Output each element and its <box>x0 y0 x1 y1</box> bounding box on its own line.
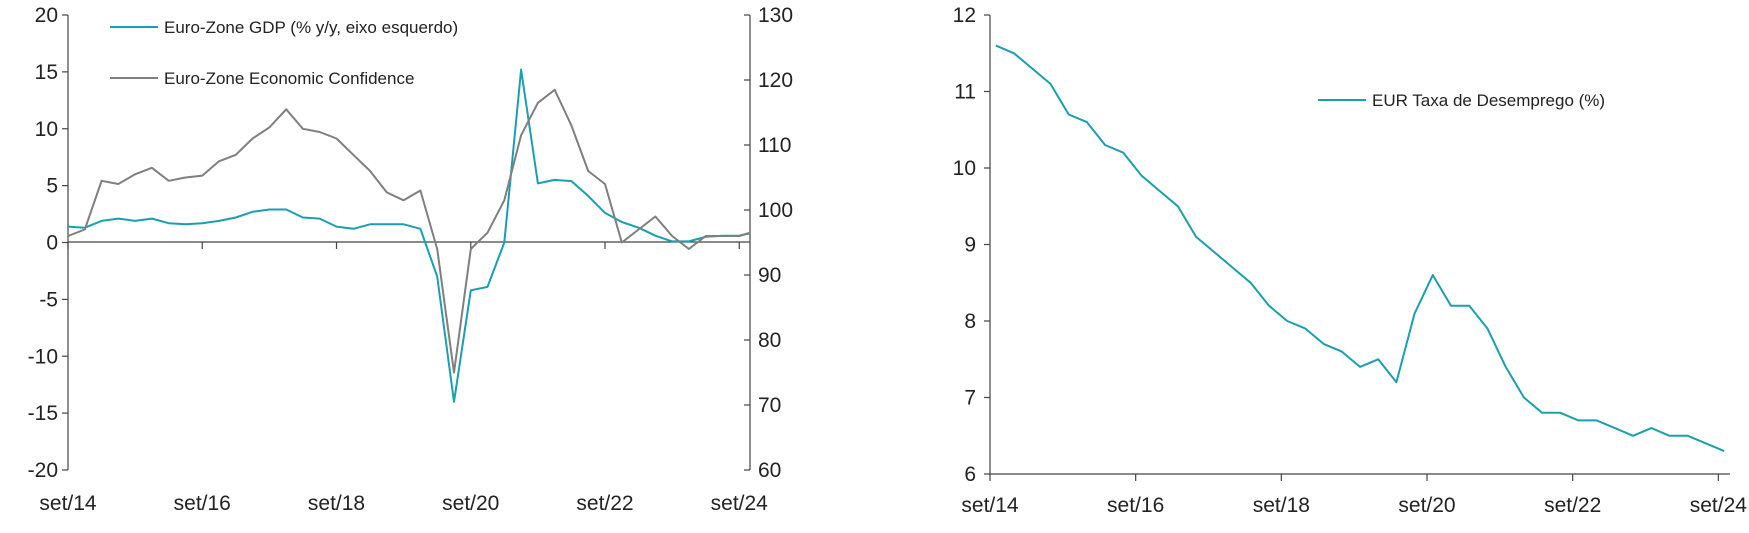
right-y-tick-label: 130 <box>758 4 793 27</box>
left-y-tick-label: 20 <box>35 4 58 27</box>
left-y-tick-label: -15 <box>28 402 58 425</box>
unemployment-y-tick-label: 10 <box>953 157 976 180</box>
unemployment-y-tick-label: 11 <box>954 81 976 104</box>
unemployment-x-tick-label: set/14 <box>961 494 1019 517</box>
right-chart-series <box>995 44 1725 453</box>
unemployment-y-tick-label: 9 <box>964 234 976 257</box>
left-x-tick-label: set/24 <box>711 492 769 515</box>
left-y-tick-label: 0 <box>46 232 58 255</box>
left-x-tick-label: set/18 <box>308 492 365 515</box>
right-y-tick-label: 110 <box>758 134 791 157</box>
unemployment-y-tick-label: 8 <box>964 310 976 333</box>
left-chart-ticks <box>62 14 750 471</box>
right-y-tick-label: 90 <box>758 264 781 287</box>
right-chart-legend: EUR Taxa de Desemprego (%) <box>1318 91 1605 110</box>
left-y-tick-label: 5 <box>46 175 58 198</box>
left-chart: 20 15 10 5 0 -5 -10 -15 -20 130 120 110 100 90 80 70 60 s… <box>28 4 793 515</box>
left-x-tick-label: set/22 <box>576 492 633 515</box>
right-chart: 12 11 10 9 8 7 6 set/14 set/16 set/18 set/20 set/22… <box>953 4 1748 517</box>
unemployment-x-tick-label: set/18 <box>1253 494 1310 517</box>
right-y-tick-label: 80 <box>758 329 781 352</box>
left-y-tick-label: -10 <box>28 345 58 368</box>
left-x-tick-label: set/16 <box>174 492 231 515</box>
right-chart-ticks <box>984 14 1719 481</box>
left-y-tick-label: 15 <box>35 61 58 84</box>
left-x-tick-label: set/20 <box>442 492 499 515</box>
unemployment-x-tick-label: set/22 <box>1544 494 1601 517</box>
left-y-tick-label: -20 <box>28 459 58 482</box>
unemployment-x-tick-label: set/24 <box>1690 494 1748 517</box>
left-chart-series <box>67 68 751 403</box>
unemployment-y-tick-label: 7 <box>964 387 976 410</box>
legend-label-confidence: Euro-Zone Economic Confidence <box>164 69 414 88</box>
right-y-tick-label: 60 <box>758 459 781 482</box>
confidence-series-line <box>67 88 751 374</box>
left-y-tick-label: 10 <box>35 118 58 141</box>
unemployment-y-tick-label: 12 <box>953 4 976 27</box>
unemployment-x-tick-label: set/16 <box>1107 494 1164 517</box>
left-x-tick-label: set/14 <box>39 492 97 515</box>
unemployment-x-tick-label: set/20 <box>1398 494 1455 517</box>
right-y-tick-label: 70 <box>758 394 781 417</box>
left-chart-legend: Euro-Zone GDP (% y/y, eixo esquerdo) Eur… <box>110 18 458 88</box>
legend-label-unemployment: EUR Taxa de Desemprego (%) <box>1372 91 1605 110</box>
right-y-tick-label: 120 <box>758 69 793 92</box>
unemployment-series-line <box>995 44 1725 453</box>
left-chart-tick-labels: 20 15 10 5 0 -5 -10 -15 -20 130 120 110 100 90 80 70 60 s… <box>28 4 793 515</box>
right-chart-tick-labels: 12 11 10 9 8 7 6 set/14 set/16 set/18 set/20 set/22… <box>953 4 1748 517</box>
unemployment-y-tick-label: 6 <box>964 463 976 486</box>
gdp-series-line <box>67 68 751 403</box>
legend-label-gdp: Euro-Zone GDP (% y/y, eixo esquerdo) <box>164 18 458 37</box>
right-y-tick-label: 100 <box>758 199 793 222</box>
left-y-tick-label: -5 <box>39 288 58 311</box>
